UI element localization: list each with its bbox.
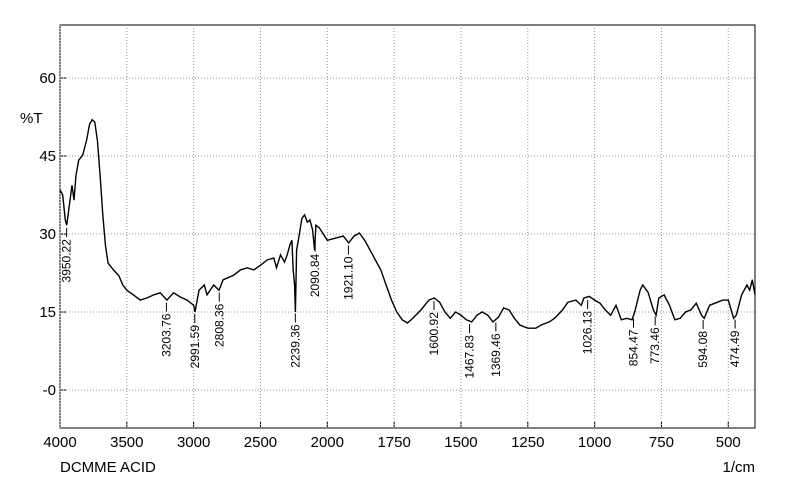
plot-frame: [59, 24, 756, 429]
sample-label: DCMME ACID: [60, 459, 156, 476]
x-tick-label: 1500: [444, 434, 477, 451]
x-tick-label: 3500: [110, 434, 143, 451]
x-tick-label: 500: [716, 434, 741, 451]
y-tick-label: 15: [39, 304, 56, 321]
peak-label: 1467.83: [463, 335, 477, 379]
peak-label: 1921.10: [341, 256, 355, 300]
peak-label: 594.08: [696, 331, 710, 368]
x-tick-label: 2500: [244, 434, 277, 451]
peak-label: 2239.36: [288, 324, 302, 368]
x-tick-label: 2000: [311, 434, 344, 451]
peak-label: 3950.22: [60, 239, 74, 283]
peak-label: 1369.46: [489, 333, 503, 377]
y-axis-label: %T: [20, 110, 43, 127]
x-tick-label: 1250: [511, 434, 544, 451]
peak-label: 2090.84: [308, 253, 322, 297]
peak-label: 854.47: [627, 329, 641, 366]
x-tick-label: 1750: [377, 434, 410, 451]
x-tick-label: 3000: [177, 434, 210, 451]
x-tick-label: 750: [649, 434, 674, 451]
peak-label: 474.49: [728, 330, 742, 367]
peak-label: 2808.36: [212, 303, 226, 347]
y-tick-label: 60: [39, 70, 56, 87]
spectrum-line: [59, 118, 756, 329]
x-tick-label: 1000: [578, 434, 611, 451]
peak-label: 1026.13: [581, 311, 595, 355]
peak-label: 2991.59: [188, 325, 202, 369]
y-tick-label: 30: [39, 226, 56, 243]
x-axis-label: 1/cm: [722, 459, 755, 476]
peak-label: 1600.92: [427, 312, 441, 356]
x-tick-label: 4000: [43, 434, 76, 451]
y-tick-label: -0: [43, 382, 56, 399]
y-tick-label: 45: [39, 148, 56, 165]
peak-label: 773.46: [648, 327, 662, 364]
peak-label: 3203.76: [159, 313, 173, 357]
